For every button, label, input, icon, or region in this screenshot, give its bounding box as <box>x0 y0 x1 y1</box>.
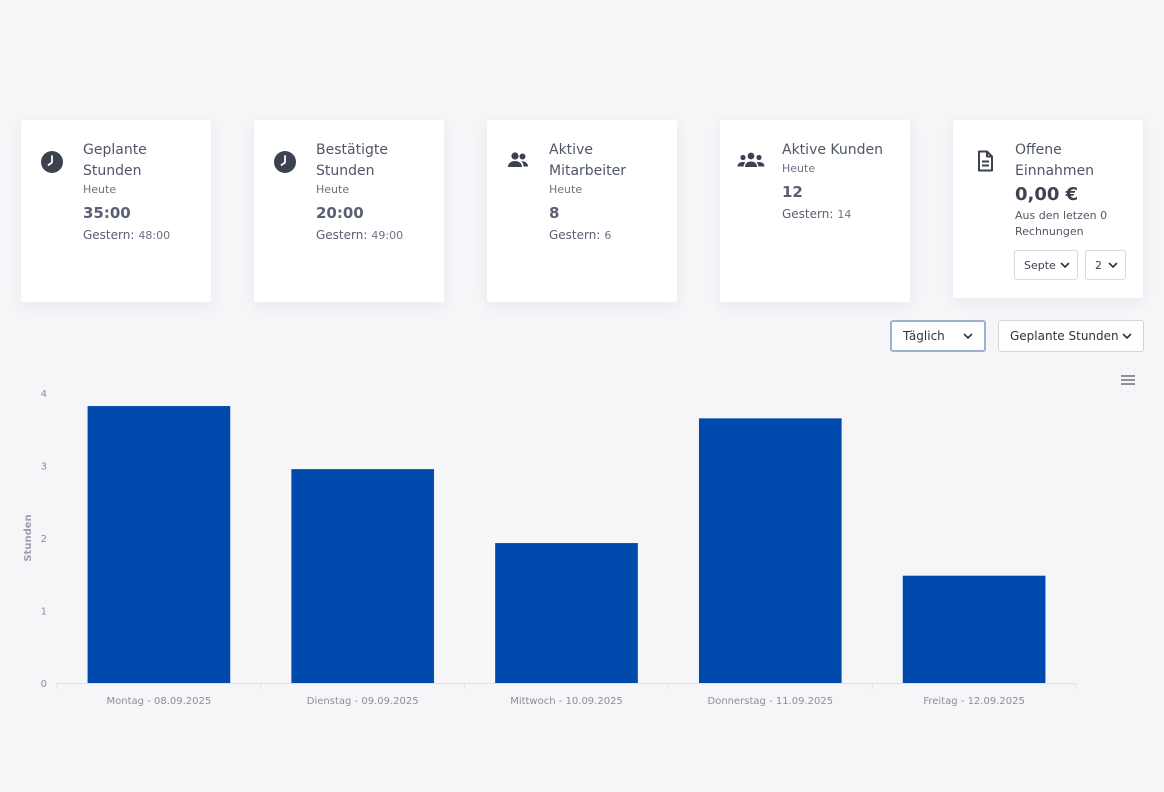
bar[interactable] <box>87 406 231 683</box>
yesterday-value: 49:00 <box>371 229 404 242</box>
card-aktive-mitarbeiter: Aktive Mitarbeiter Heute 8 Gestern: 6 <box>487 120 677 302</box>
card-geplante-stunden: Geplante Stunden Heute 35:00 Gestern: 48:… <box>21 120 211 302</box>
yesterday-value: 6 <box>604 229 612 242</box>
yesterday-value: 48:00 <box>138 229 171 242</box>
clock-icon <box>40 150 64 174</box>
card-yesterday: Gestern: 49:00 <box>316 228 436 242</box>
card-subtitle: Heute <box>549 183 583 196</box>
x-tick-label: Freitag - 12.09.2025 <box>923 696 1024 707</box>
x-tick-label: Montag - 08.09.2025 <box>107 696 212 707</box>
x-tick-label: Dienstag - 09.09.2025 <box>307 696 419 707</box>
x-tick-label: Mittwoch - 10.09.2025 <box>510 696 623 707</box>
yesterday-label: Gestern: <box>316 228 368 242</box>
yesterday-value: 14 <box>837 208 852 221</box>
bar[interactable] <box>902 575 1046 683</box>
year-select-value: 2 <box>1095 258 1102 272</box>
period-select-value: Täglich <box>903 329 945 343</box>
y-tick-label: 4 <box>41 389 47 400</box>
card-value: 0,00 € <box>1015 184 1079 205</box>
card-value: 8 <box>549 204 560 222</box>
bar[interactable] <box>698 418 842 683</box>
card-yesterday: Gestern: 6 <box>549 228 669 242</box>
yesterday-label: Gestern: <box>83 228 135 242</box>
card-value: 35:00 <box>83 204 131 222</box>
chevron-down-icon <box>1059 259 1071 271</box>
y-tick-label: 0 <box>41 679 47 690</box>
card-offene-einnahmen: Offene Einnahmen 0,00 € Aus den letzen 0… <box>953 120 1143 298</box>
y-axis-label: Stunden <box>23 514 34 561</box>
period-select[interactable]: Täglich <box>890 320 986 352</box>
x-tick-label: Donnerstag - 11.09.2025 <box>708 696 834 707</box>
card-subtitle: Heute <box>782 162 816 175</box>
card-bestaetigte-stunden: Bestätigte Stunden Heute 20:00 Gestern: 4… <box>254 120 444 302</box>
month-select[interactable]: Septe <box>1014 250 1078 280</box>
chevron-down-icon <box>1121 330 1133 342</box>
card-title: Aktive Kunden <box>782 142 884 158</box>
chart-menu-icon[interactable] <box>1120 371 1136 385</box>
yesterday-label: Gestern: <box>782 207 834 221</box>
card-subtitle: Heute <box>83 183 117 196</box>
metric-select-value: Geplante Stunden <box>1010 329 1119 343</box>
bar-chart: 0 1 2 3 4 Stunden Montag - 08.09.2025 Dienstag … <box>23 389 1077 707</box>
card-title: Geplante Stunden <box>83 142 147 179</box>
card-note: Aus den letzen 0 Rechnungen <box>1015 209 1108 238</box>
month-select-value: Septe <box>1024 258 1056 272</box>
card-subtitle: Heute <box>316 183 350 196</box>
card-value: 12 <box>782 183 803 201</box>
year-select[interactable]: 2 <box>1085 250 1126 280</box>
metric-select[interactable]: Geplante Stunden <box>998 320 1144 352</box>
chevron-down-icon <box>962 330 974 342</box>
y-tick-label: 2 <box>41 534 47 545</box>
clock-icon <box>273 150 297 174</box>
group-icon <box>736 148 766 172</box>
bar[interactable] <box>291 469 435 683</box>
yesterday-label: Gestern: <box>549 228 601 242</box>
document-icon <box>973 149 997 173</box>
card-title: Offene Einnahmen <box>1015 142 1095 179</box>
card-value: 20:00 <box>316 204 364 222</box>
card-title: Aktive Mitarbeiter <box>549 142 627 179</box>
y-tick-label: 3 <box>41 462 47 473</box>
chevron-down-icon <box>1107 259 1119 271</box>
y-tick-label: 1 <box>41 607 47 618</box>
card-yesterday: Gestern: 14 <box>782 207 902 221</box>
card-yesterday: Gestern: 48:00 <box>83 228 203 242</box>
people-icon <box>506 148 530 172</box>
card-title: Bestätigte Stunden <box>316 142 388 179</box>
bar[interactable] <box>495 543 638 683</box>
card-aktive-kunden: Aktive Kunden Heute 12 Gestern: 14 <box>720 120 910 302</box>
